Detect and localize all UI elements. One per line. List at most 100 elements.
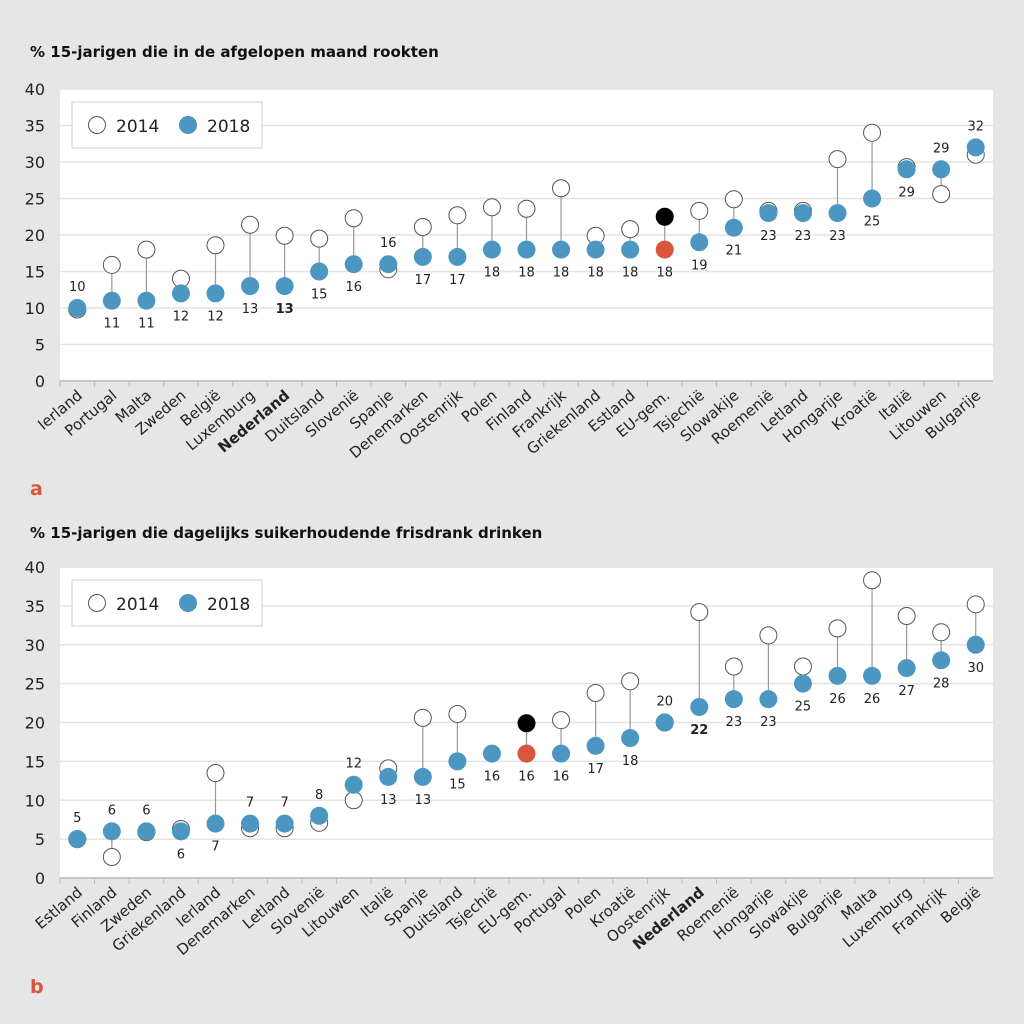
y-tick-label: 30 — [25, 153, 45, 172]
point-2014 — [621, 220, 640, 239]
point-2014 — [897, 606, 916, 625]
data-label: 17 — [449, 273, 466, 288]
data-label: 13 — [276, 302, 294, 317]
legend-2018-marker — [179, 116, 197, 134]
data-label: 20 — [656, 695, 673, 710]
data-label: 23 — [760, 229, 777, 244]
point-2018 — [448, 247, 467, 266]
data-label: 13 — [242, 302, 259, 317]
point-2014 — [482, 198, 501, 217]
data-label: 30 — [967, 661, 984, 676]
point-2018 — [863, 189, 882, 208]
data-label: 25 — [795, 700, 812, 715]
point-2014 — [690, 603, 709, 622]
point-2014 — [552, 179, 571, 198]
point-2018 — [482, 744, 501, 763]
y-tick-label: 40 — [25, 80, 45, 99]
chart-a: 051015202530354010Ierland11Portugal11Mal… — [25, 80, 993, 462]
point-2014 — [655, 207, 674, 226]
data-label: 12 — [345, 757, 362, 772]
data-label: 17 — [587, 762, 604, 777]
point-2014 — [552, 711, 571, 730]
point-2018 — [275, 814, 294, 833]
data-label: 18 — [553, 266, 570, 281]
chart-b: 05101520253035405Estland6Finland6Zweden6… — [25, 558, 993, 959]
data-label: 26 — [864, 692, 881, 707]
data-label: 18 — [622, 754, 639, 769]
data-label: 28 — [933, 676, 950, 691]
point-2018 — [482, 240, 501, 259]
data-label: 22 — [690, 723, 708, 738]
legend-2014-label: 2014 — [116, 117, 159, 137]
point-2018 — [344, 255, 363, 274]
point-2014 — [102, 848, 121, 867]
data-label: 18 — [518, 266, 535, 281]
data-label: 26 — [829, 692, 846, 707]
data-label: 10 — [69, 280, 86, 295]
point-2014 — [966, 595, 985, 614]
point-2014 — [413, 217, 432, 236]
point-2018 — [793, 674, 812, 693]
point-2018 — [759, 690, 778, 709]
point-2014 — [828, 619, 847, 638]
point-2018 — [863, 666, 882, 685]
chart-a-panel-label: a — [30, 478, 43, 500]
data-label: 6 — [177, 847, 185, 862]
point-2014 — [413, 708, 432, 727]
point-2018 — [413, 767, 432, 786]
point-2014 — [932, 623, 951, 642]
point-2018 — [137, 291, 156, 310]
point-2014 — [517, 199, 536, 218]
point-2014 — [275, 226, 294, 245]
point-2014 — [690, 201, 709, 220]
data-label: 8 — [315, 788, 323, 803]
point-2018 — [586, 240, 605, 259]
point-2018 — [724, 690, 743, 709]
point-2014 — [724, 657, 743, 676]
point-2014 — [759, 626, 778, 645]
point-2018 — [171, 284, 190, 303]
point-2018 — [897, 160, 916, 179]
point-2018 — [275, 277, 294, 296]
data-label: 13 — [380, 793, 397, 808]
data-label: 13 — [415, 793, 432, 808]
legend-2018-label: 2018 — [207, 595, 250, 615]
point-2014 — [206, 764, 225, 783]
y-tick-label: 10 — [25, 299, 45, 318]
y-tick-label: 20 — [25, 714, 45, 733]
y-tick-label: 10 — [25, 791, 45, 810]
y-tick-label: 35 — [25, 597, 45, 616]
data-label: 6 — [142, 803, 150, 818]
y-tick-label: 30 — [25, 636, 45, 655]
point-2018 — [621, 729, 640, 748]
data-label: 25 — [864, 215, 881, 230]
point-2018 — [759, 204, 778, 223]
data-label: 7 — [280, 796, 288, 811]
data-label: 21 — [726, 244, 743, 259]
point-2014 — [828, 150, 847, 169]
legend: 2014 2018 — [71, 101, 263, 149]
data-label: 16 — [484, 770, 501, 785]
point-2018 — [344, 775, 363, 794]
point-2018 — [621, 240, 640, 259]
point-2014 — [863, 571, 882, 590]
point-2014 — [448, 704, 467, 723]
chart-a-title: % 15-jarigen die in de afgelopen maand r… — [30, 43, 439, 61]
point-2018 — [102, 291, 121, 310]
point-2018 — [206, 284, 225, 303]
y-tick-label: 35 — [25, 117, 45, 136]
point-2018 — [793, 204, 812, 223]
point-2018 — [206, 814, 225, 833]
data-label: 27 — [898, 684, 915, 699]
data-label: 18 — [484, 266, 501, 281]
legend-2014-marker — [88, 594, 106, 612]
point-2014 — [621, 672, 640, 691]
point-2018 — [137, 822, 156, 841]
data-label: 15 — [311, 288, 328, 303]
point-2018 — [517, 744, 536, 763]
data-label: 23 — [760, 715, 777, 730]
data-label: 15 — [449, 777, 466, 792]
point-2018 — [171, 822, 190, 841]
legend-2018-marker — [179, 594, 197, 612]
point-2018 — [828, 666, 847, 685]
